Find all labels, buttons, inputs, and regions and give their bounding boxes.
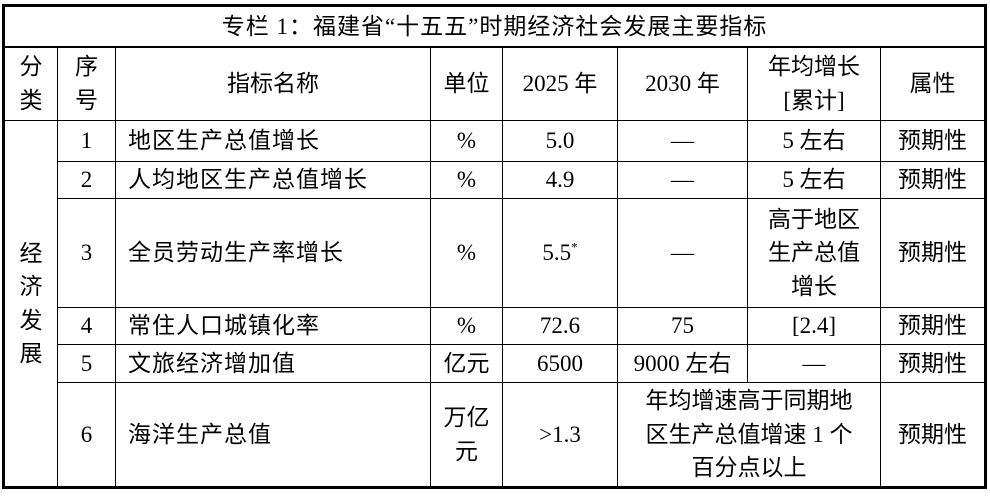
footnote-asterisk: * bbox=[571, 239, 578, 255]
cell-2025: 72.6 bbox=[502, 307, 618, 345]
table-row-1: 经 济 发 展 1 地区生产总值增长 % 5.0 — 5 左右 预期性 bbox=[3, 120, 987, 488]
cell-2030: — bbox=[617, 198, 748, 308]
cell-2025: 5.5* bbox=[502, 198, 618, 308]
cell-2025: 4.9 bbox=[502, 161, 618, 199]
cell-2030: 75 bbox=[617, 307, 748, 345]
cell-no: 4 bbox=[57, 307, 116, 345]
cell-2030: 9000 左右 bbox=[617, 344, 748, 383]
cell-2025: 6500 bbox=[502, 344, 618, 383]
cell-no: 1 bbox=[57, 120, 116, 162]
col-header-category: 分 类 bbox=[3, 46, 58, 121]
cell-indicator-name: 文旅经济增加值 bbox=[115, 344, 431, 383]
table-row-3: 3 全员劳动生产率增长 % 5.5* — 高于地区 生产总值 增长 预期性 bbox=[4, 198, 987, 308]
cell-unit: 亿元 bbox=[430, 344, 503, 383]
cell-unit: % bbox=[430, 307, 503, 345]
table-row-6: 6 海洋生产总值 万亿 元 >1.3 年均增速高于同期地 区生产总值增速 1 个… bbox=[4, 382, 987, 488]
col-header-growth: 年均增长 [累计] bbox=[747, 46, 881, 121]
cell-growth: 5 左右 bbox=[747, 161, 881, 199]
cell-unit: % bbox=[430, 198, 503, 308]
cell-growth: 5 左右 bbox=[747, 120, 881, 162]
table-row-2: 2 人均地区生产总值增长 % 4.9 — 5 左右 预期性 bbox=[4, 161, 987, 199]
table-row-5: 5 文旅经济增加值 亿元 6500 9000 左右 — 预期性 bbox=[4, 344, 987, 383]
title-row: 专栏 1：福建省“十五五”时期经济社会发展主要指标 bbox=[2, 5, 987, 48]
cell-indicator-name: 常住人口城镇化率 bbox=[115, 307, 431, 345]
cell-attribute: 预期性 bbox=[879, 307, 987, 345]
cell-unit: % bbox=[430, 120, 503, 162]
indicators-table: 专栏 1：福建省“十五五”时期经济社会发展主要指标 分 类 序 号 指标名称 单… bbox=[2, 4, 988, 489]
cell-no: 6 bbox=[57, 382, 116, 488]
cell-2025-value: 5.5 bbox=[542, 240, 572, 266]
cell-indicator-name: 人均地区生产总值增长 bbox=[115, 161, 431, 199]
cell-2025: 5.0 bbox=[502, 120, 618, 162]
cell-no: 5 bbox=[57, 344, 116, 383]
cell-unit: 万亿 元 bbox=[430, 382, 503, 488]
cell-attribute: 预期性 bbox=[879, 120, 987, 162]
cell-2030: — bbox=[617, 120, 748, 162]
col-header-indicator: 指标名称 bbox=[115, 46, 431, 121]
cell-2030: — bbox=[617, 161, 748, 199]
category-cell: 经 济 发 展 bbox=[3, 120, 58, 488]
cell-growth: 高于地区 生产总值 增长 bbox=[747, 198, 881, 308]
col-header-2030: 2030 年 bbox=[617, 46, 748, 121]
cell-2025: >1.3 bbox=[502, 382, 618, 488]
cell-indicator-name: 海洋生产总值 bbox=[115, 382, 431, 488]
col-header-attribute: 属性 bbox=[879, 46, 987, 121]
col-header-index: 序 号 bbox=[57, 46, 116, 121]
cell-attribute: 预期性 bbox=[879, 198, 987, 308]
cell-attribute: 预期性 bbox=[879, 382, 987, 488]
cell-no: 2 bbox=[57, 161, 116, 199]
cell-attribute: 预期性 bbox=[879, 344, 987, 383]
header-row: 分 类 序 号 指标名称 单位 2025 年 2030 年 年均增长 [累计] … bbox=[3, 46, 987, 121]
table-row-4: 4 常住人口城镇化率 % 72.6 75 [2.4] 预期性 bbox=[4, 307, 987, 345]
col-header-unit: 单位 bbox=[430, 46, 503, 121]
cell-indicator-name: 地区生产总值增长 bbox=[115, 120, 431, 162]
cell-indicator-name: 全员劳动生产率增长 bbox=[115, 198, 431, 308]
cell-attribute: 预期性 bbox=[879, 161, 987, 199]
cell-growth: [2.4] bbox=[747, 307, 881, 345]
cell-unit: % bbox=[430, 161, 503, 199]
cell-growth: — bbox=[747, 344, 881, 383]
cell-no: 3 bbox=[57, 198, 116, 308]
table-title: 专栏 1：福建省“十五五”时期经济社会发展主要指标 bbox=[2, 5, 987, 48]
cell-growth-note: 年均增速高于同期地 区生产总值增速 1 个 百分点以上 bbox=[617, 382, 881, 488]
col-header-2025: 2025 年 bbox=[502, 46, 618, 121]
